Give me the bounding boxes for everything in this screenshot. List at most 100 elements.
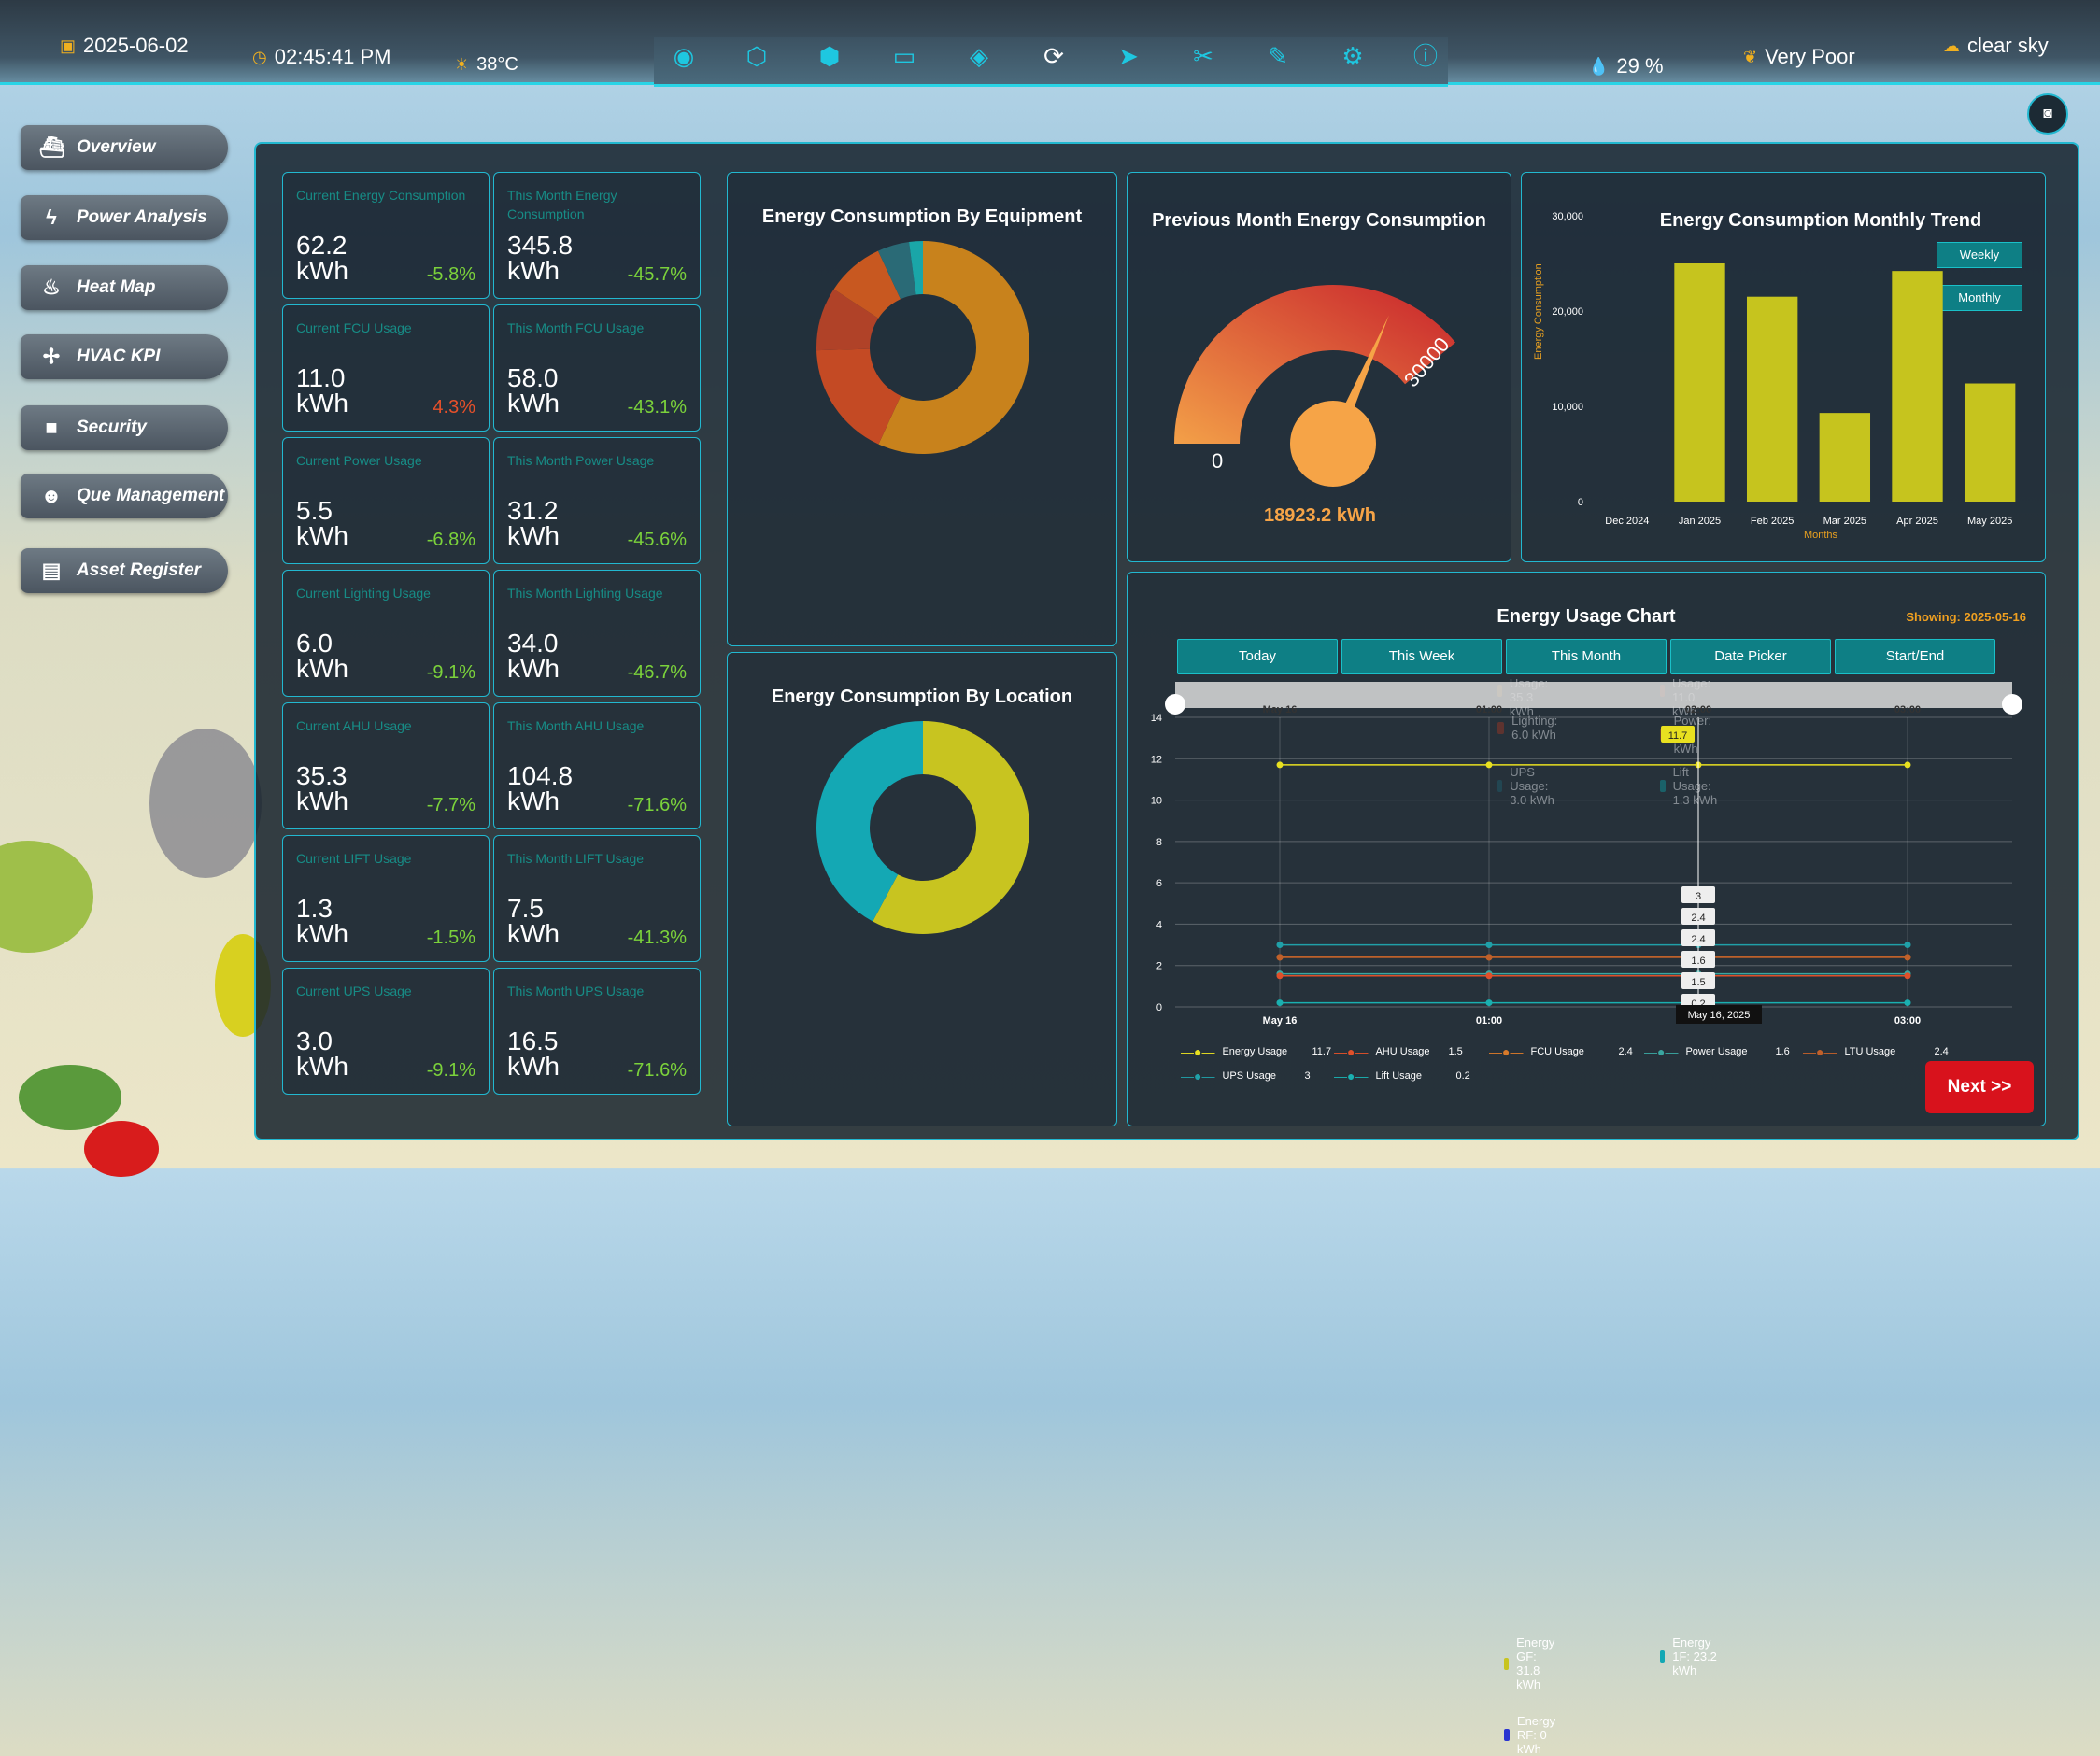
legend-marker: —●— [1489,1044,1524,1059]
nav-label: Power Analysis [77,207,207,227]
nav-que-management-button[interactable]: ☻ Que Management [21,474,228,518]
legend-label: Energy 1F: 23.2 kWh [1672,1636,1717,1678]
value-tag [1681,951,1715,968]
value-tag-text: 1.6 [1691,956,1705,967]
weekly-button[interactable]: Weekly [1937,242,2022,268]
kpi-card: This Month UPS Usage 16.5 kWh -71.6% [493,968,701,1095]
next-button[interactable]: Next >> [1925,1061,2034,1113]
legend-label: Power Usage [1685,1046,1748,1057]
usage-ytick: 14 [1151,713,1162,724]
usage-ytick: 12 [1151,754,1162,765]
kpi-change: -9.1% [426,662,475,683]
list-icon: ▤ [41,559,62,582]
kpi-change: -6.8% [426,530,475,550]
donut-slice [816,289,879,351]
value-tag [1681,908,1715,925]
scissors-icon[interactable]: ✂ [1193,42,1213,70]
legend-marker: —●— [1181,1044,1215,1059]
usage-legend-item[interactable]: —●— AHU Usage 1.5 [1334,1044,1463,1059]
usage-legend-item[interactable]: —●— Energy Usage 11.7 [1181,1044,1331,1059]
series-point [1485,761,1493,769]
usage-legend-item[interactable]: —●— LTU Usage 2.4 [1803,1044,1949,1059]
nav-heat-map-button[interactable]: ♨ Heat Map [21,265,228,310]
range-slider [1175,682,2012,708]
gauge-value: 18923.2 kWh [1263,505,1377,526]
usage-xtick: May 16 [1263,1015,1298,1027]
scene-blob [149,729,262,878]
slider-tick: 03:00 [1894,704,1921,715]
air-quality-display: ❦ Very Poor [1743,45,1855,68]
kpi-value: 58.0 [507,363,559,392]
nav-asset-register-button[interactable]: ▤ Asset Register [21,548,228,593]
gauge-min-label: 0 [1212,449,1224,473]
value-tag [1681,929,1715,946]
kpi-change: -43.1% [627,397,687,418]
kpi-card: Current UPS Usage 3.0 kWh -9.1% [282,968,490,1095]
gauge-hub [1290,401,1376,487]
monthly-button[interactable]: Monthly [1937,285,2022,311]
cursor-icon[interactable]: ➤ [1118,42,1139,70]
series-point [1904,761,1911,769]
kpi-value: 5.5 [296,496,333,525]
legend-label: UPS Usage [1222,1070,1276,1082]
donut-slice [909,241,923,295]
drop-icon[interactable]: ◈ [970,42,988,70]
kpi-value: 6.0 [296,629,333,658]
cube-icon[interactable]: ⬢ [818,42,841,70]
nav-label: Asset Register [77,560,202,580]
donut-slice [878,241,1029,454]
series-point [1276,954,1284,961]
flame-icon: ♨ [42,276,61,299]
nav-security-button[interactable]: ■ Security [21,405,228,450]
usage-tab-start-end[interactable]: Start/End [1835,639,1995,674]
gear-icon[interactable]: ⚙ [1341,42,1364,70]
usage-legend-item[interactable]: —●— UPS Usage 3 [1181,1069,1311,1083]
legend-label: LTU Usage [1844,1046,1896,1057]
trend-bar [1964,383,2016,502]
location-donut [816,721,1029,934]
usage-legend-item[interactable]: —●— FCU Usage 2.4 [1489,1044,1633,1059]
nav-power-analysis-button[interactable]: ϟ Power Analysis [21,195,228,240]
kpi-value: 35.3 [296,761,348,790]
usage-tab-date-picker[interactable]: Date Picker [1670,639,1831,674]
nav-label: HVAC KPI [77,347,161,366]
brush-icon[interactable]: ✎ [1268,42,1288,70]
trend-bar [1674,263,1725,502]
legend-item[interactable]: Energy GF: 31.8 kWh [1504,1636,1562,1692]
usage-tab-this-week[interactable]: This Week [1341,639,1502,674]
showing-date: Showing: 2025-05-16 [1906,610,2026,624]
legend-item[interactable]: Energy 1F: 23.2 kWh [1660,1636,1718,1678]
layers-icon[interactable]: ⬡ [745,42,768,70]
trend-ytick: 30,000 [1552,211,1583,222]
info-icon[interactable]: ⓘ [1412,42,1438,70]
usage-legend-item[interactable]: —●— Lift Usage 0.2 [1334,1069,1470,1083]
ship-icon: ⛴ [39,135,65,159]
value-tag-text: 1.5 [1691,977,1705,988]
usage-tab-today[interactable]: Today [1177,639,1338,674]
kpi-change: -71.6% [627,1060,687,1081]
kpi-title: Current FCU Usage [296,320,412,335]
usage-tab-this-month[interactable]: This Month [1506,639,1667,674]
kpi-unit: kWh [296,654,348,683]
toolbar-notch [654,37,1448,87]
usage-legend-item[interactable]: —●— Power Usage 1.6 [1644,1044,1790,1059]
tag-icon[interactable]: ▭ [892,42,916,70]
donut-slice [873,721,1029,934]
series-point [1485,999,1493,1007]
kpi-title: This Month FCU Usage [507,320,645,335]
equipment-chart-card: Energy Consumption By Equipment AHU Usag… [727,172,1717,807]
usage-title: Energy Usage Chart [1497,606,1676,627]
legend-item[interactable]: Energy RF: 0 kWh [1504,1714,1562,1756]
refresh-icon[interactable]: ⟳ [1043,42,1064,70]
nav-hvac-kpi-button[interactable]: ✢ HVAC KPI [21,334,228,379]
value-tag [1681,886,1715,903]
trend-bar [1746,296,1798,502]
eye-icon[interactable]: ◉ [673,42,695,70]
kpi-unit: kWh [507,389,560,418]
kpi-unit: kWh [296,786,348,815]
legend-value: 1.5 [1448,1046,1463,1057]
trend-xtick: Jan 2025 [1679,516,1721,527]
usage-xtick: 03:00 [1894,1015,1921,1027]
nav-overview-button[interactable]: ⛴ Overview [21,125,228,170]
screenshot-button[interactable]: ◙ [2027,93,2068,135]
